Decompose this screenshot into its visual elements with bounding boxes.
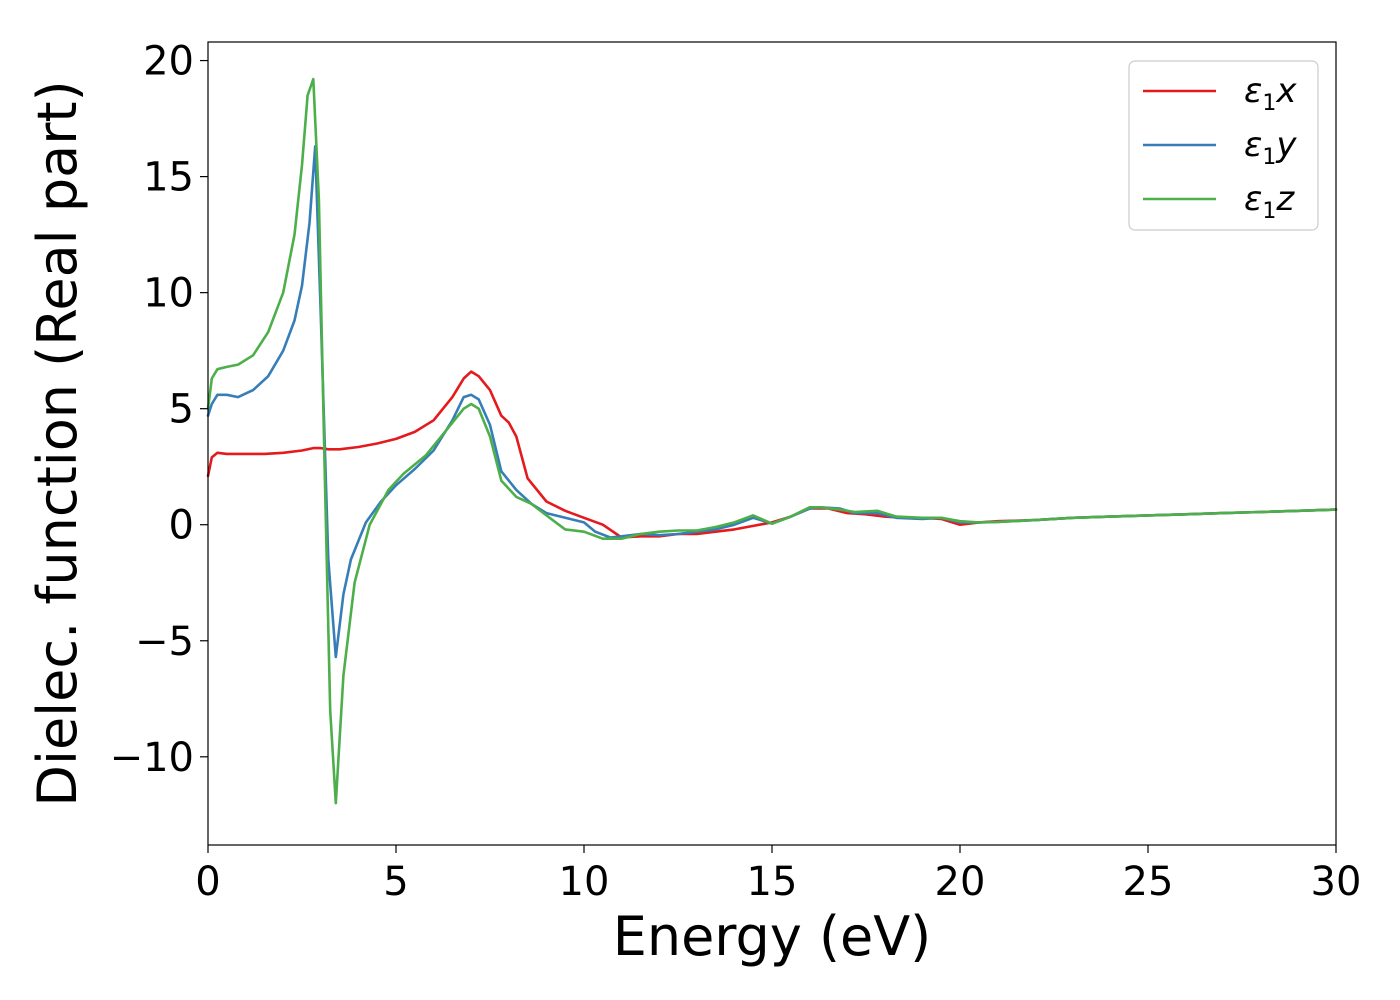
y-tick-label: −5	[135, 619, 194, 665]
x-axis: 0 5 10 15 20 25 30	[195, 845, 1361, 905]
series-line-z	[206, 77, 1338, 805]
x-tick-label: 15	[747, 859, 798, 905]
legend-label-x: ε1x	[1244, 71, 1297, 116]
y-tick-label: 15	[143, 155, 194, 201]
legend-box	[1128, 60, 1319, 231]
y-tick-label: 10	[143, 271, 194, 317]
x-tick-label: 30	[1311, 859, 1362, 905]
legend-label-z: ε1z	[1244, 179, 1295, 224]
y-axis-title: Dielec. function (Real part)	[26, 80, 89, 806]
plot-lines	[206, 77, 1338, 805]
legend: ε1x ε1y ε1z	[1128, 60, 1319, 231]
x-axis-title: Energy (eV)	[613, 905, 932, 968]
y-tick-label: 0	[169, 503, 194, 549]
x-tick-label: 20	[935, 859, 986, 905]
y-axis: −10 −5 0 5 10 15 20	[110, 39, 208, 781]
y-tick-label: −10	[110, 735, 194, 781]
x-tick-label: 25	[1123, 859, 1174, 905]
x-tick-label: 0	[195, 859, 220, 905]
y-tick-label: 20	[143, 39, 194, 85]
y-tick-label: 5	[169, 387, 194, 433]
legend-label-y: ε1y	[1244, 125, 1297, 170]
x-tick-label: 5	[383, 859, 408, 905]
x-tick-label: 10	[559, 859, 610, 905]
